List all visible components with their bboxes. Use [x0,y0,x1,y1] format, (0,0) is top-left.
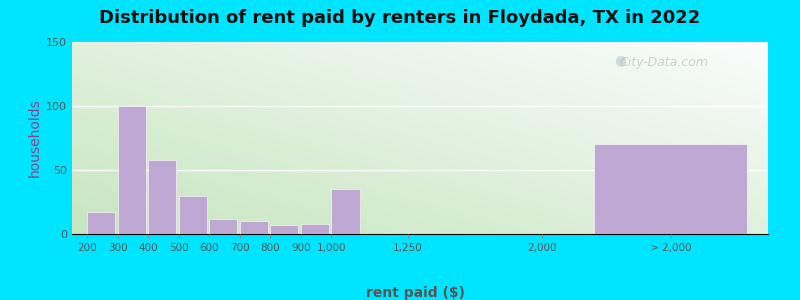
Text: ●: ● [614,53,626,68]
Bar [331,189,359,234]
Bar [594,144,747,234]
Bar [210,219,238,234]
Bar [240,221,268,234]
Bar [179,196,207,234]
Text: City-Data.com: City-Data.com [619,56,709,69]
Bar [118,106,146,234]
Bar [148,160,177,234]
Bar [270,225,298,234]
Bar [301,224,329,234]
Bar [87,212,115,234]
Y-axis label: households: households [28,99,42,177]
Text: rent paid ($): rent paid ($) [366,286,466,300]
Text: Distribution of rent paid by renters in Floydada, TX in 2022: Distribution of rent paid by renters in … [99,9,701,27]
